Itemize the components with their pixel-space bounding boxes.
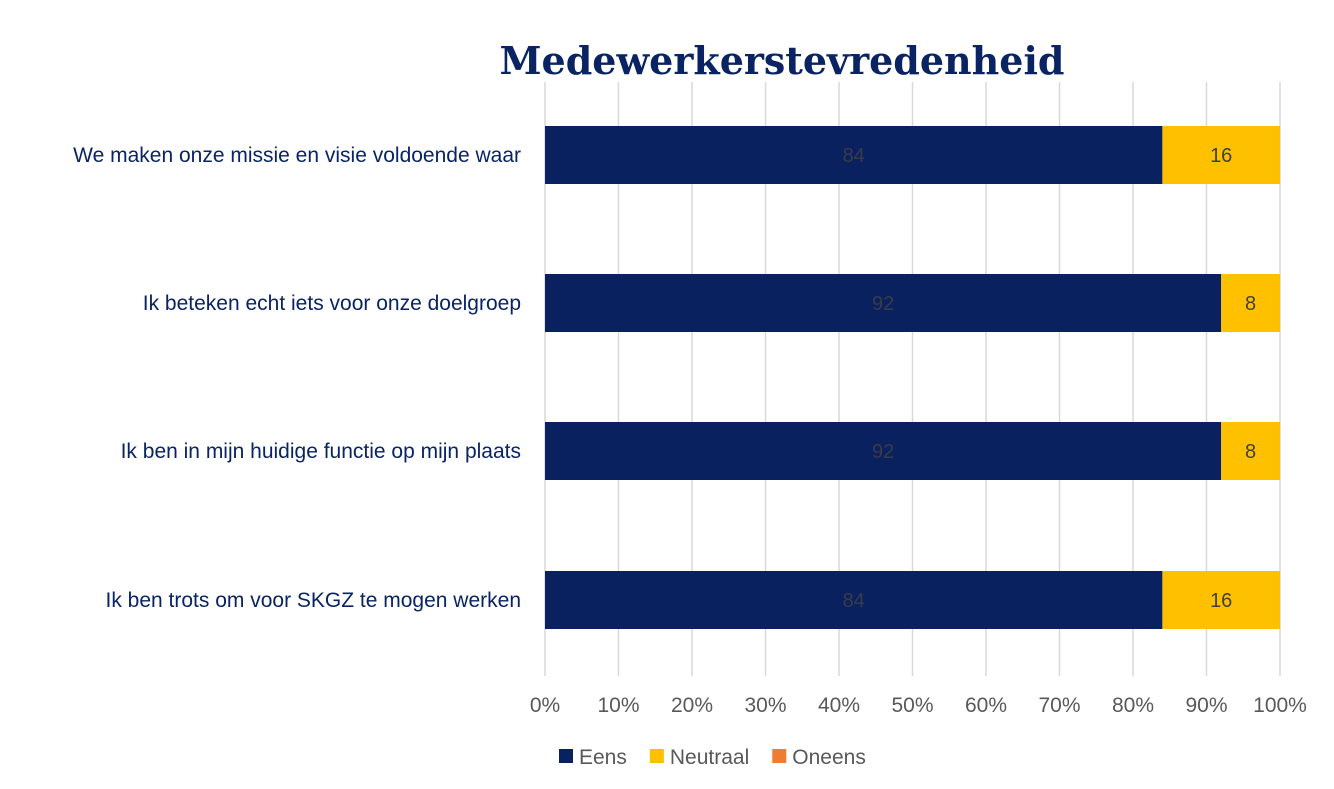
- bar-segment-neutraal: [1221, 422, 1280, 480]
- bar-segment-neutraal: [1221, 274, 1280, 332]
- x-tick-label: 20%: [671, 694, 713, 717]
- data-label: 16: [1210, 145, 1232, 167]
- x-tick-label: 80%: [1112, 694, 1154, 717]
- bar-segment-eens: [545, 126, 1163, 184]
- x-tick-label: 70%: [1038, 694, 1080, 717]
- category-label: Ik ben in mijn huidige functie op mijn p…: [121, 440, 521, 463]
- bar-segment-eens: [545, 571, 1163, 629]
- data-label: 92: [872, 441, 894, 463]
- category-labels: We maken onze missie en visie voldoende …: [73, 144, 521, 612]
- bar-segment-eens: [545, 274, 1222, 332]
- x-tick-label: 10%: [597, 694, 639, 717]
- legend-label: Neutraal: [670, 746, 749, 769]
- x-tick-label: 0%: [530, 694, 560, 717]
- x-tick-label: 40%: [818, 694, 860, 717]
- legend-label: Eens: [579, 746, 627, 769]
- x-tick-label: 30%: [744, 694, 786, 717]
- legend-swatch-oneens: [772, 749, 787, 763]
- x-tick-label: 90%: [1185, 694, 1227, 717]
- x-tick-label: 100%: [1253, 694, 1307, 717]
- legend-swatch-eens: [559, 749, 573, 763]
- x-tick-label: 60%: [965, 694, 1007, 717]
- bar-segment-eens: [545, 422, 1222, 480]
- category-label: We maken onze missie en visie voldoende …: [73, 144, 521, 167]
- x-tick-label: 50%: [891, 694, 933, 717]
- data-label: 92: [872, 293, 894, 315]
- data-label: 16: [1210, 590, 1232, 612]
- legend: Eens Neutraal Oneens: [559, 746, 866, 769]
- bar-segment-neutraal: [1162, 571, 1280, 629]
- bar-segment-neutraal: [1162, 126, 1280, 184]
- legend-swatch-neutraal: [649, 749, 664, 763]
- data-label: 8: [1245, 293, 1256, 315]
- data-label: 84: [843, 145, 865, 167]
- data-label: 84: [843, 590, 865, 612]
- category-label: Ik beteken echt iets voor onze doelgroep: [143, 292, 521, 315]
- data-label: 8: [1245, 441, 1256, 463]
- chart-title: Medewerkerstevredenheid: [499, 38, 1064, 83]
- legend-label: Oneens: [792, 746, 866, 769]
- x-axis-tick-labels: 0% 10% 20% 30% 40% 50% 60% 70% 80% 90% 100%: [530, 694, 1307, 717]
- bars: 84 16 92 8 92 8 84 16: [545, 126, 1280, 629]
- category-label: Ik ben trots om voor SKGZ te mogen werke…: [105, 589, 521, 612]
